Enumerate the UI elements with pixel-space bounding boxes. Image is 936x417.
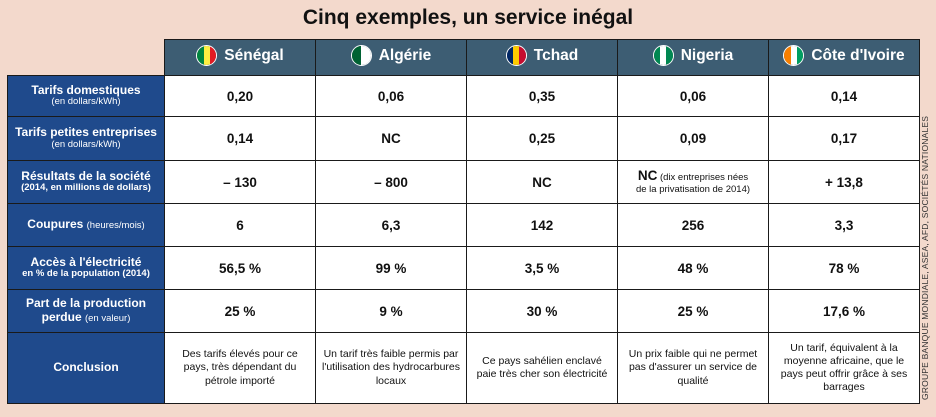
table-cell: – 800 [315, 160, 467, 204]
row-header-company-results: Résultats de la société (2014, en millio… [7, 160, 165, 204]
algeria-flag-icon [350, 45, 372, 66]
table-cell: 78 % [768, 246, 920, 290]
row-header-production-lost: Part de la production perdue (en valeur) [7, 289, 165, 333]
country-name: Tchad [533, 46, 579, 64]
column-header-ivory-coast: Côte d'Ivoire [768, 39, 920, 76]
country-name: Sénégal [224, 46, 284, 64]
country-name: Côte d'Ivoire [811, 46, 905, 64]
table-cell: 0,09 [617, 116, 769, 161]
table-cell: 6,3 [315, 203, 467, 247]
source-credit: GROUPE BANQUE MONDIALE, ASEA, AFD, SOCIÉ… [920, 115, 930, 400]
table-cell: 0,14 [164, 116, 316, 161]
table-cell: 25 % [617, 289, 769, 333]
table-cell: 0,14 [768, 75, 920, 117]
row-header-domestic-tariffs: Tarifs domestiques (en dollars/kWh) [7, 75, 165, 117]
row-sublabel: en % de la population (2014) [22, 268, 150, 280]
table-row: Part de la production perdue (en valeur)… [7, 289, 920, 333]
cell-note: NC (dix entreprises nées [622, 168, 764, 184]
table-cell: 25 % [164, 289, 316, 333]
table-cell: NC [466, 160, 618, 204]
table-row: Coupures (heures/mois) 6 6,3 142 256 3,3 [7, 203, 920, 247]
table-cell: + 13,8 [768, 160, 920, 204]
row-sublabel: (en dollars/kWh) [51, 138, 121, 150]
row-header-business-tariffs: Tarifs petites entreprises (en dollars/k… [7, 116, 165, 161]
table-cell: 30 % [466, 289, 618, 333]
row-label: Résultats de la société [21, 168, 151, 183]
conclusion-cell: Des tarifs élevés pour ce pays, très dép… [164, 332, 316, 404]
conclusion-cell: Un prix faible qui ne permet pas d'assur… [617, 332, 769, 404]
table-cell: 99 % [315, 246, 467, 290]
nigeria-flag-icon [652, 45, 674, 66]
table-cell: 17,6 % [768, 289, 920, 333]
table-cell: 0,17 [768, 116, 920, 161]
ivory-coast-flag-icon [783, 45, 805, 66]
row-label: Tarifs petites entreprises [15, 125, 157, 140]
row-sublabel: (2014, en millions de dollars) [21, 182, 151, 194]
senegal-flag-icon [196, 45, 218, 66]
row-header-electricity-access: Accès à l'électricité en % de la populat… [7, 246, 165, 290]
table-cell: 48 % [617, 246, 769, 290]
row-label: Coupures [27, 217, 84, 232]
table-row: Accès à l'électricité en % de la populat… [7, 246, 920, 290]
chad-flag-icon [505, 45, 527, 66]
row-label: Accès à l'électricité [30, 254, 142, 269]
table-cell: 0,06 [617, 75, 769, 117]
cell-note-line: de la privatisation de 2014) [635, 184, 751, 196]
comparison-table: Sénégal Algérie Tchad Nigeria [7, 39, 920, 404]
table-cell: 142 [466, 203, 618, 247]
country-name: Nigeria [680, 46, 734, 64]
table-cell: 3,3 [768, 203, 920, 247]
table-cell: NC (dix entreprises nées de la privatisa… [617, 160, 769, 204]
table-cell: 56,5 % [164, 246, 316, 290]
row-sublabel: (en valeur) [84, 312, 131, 324]
cell-note-line: (dix entreprises nées [659, 172, 749, 184]
table-row: Tarifs petites entreprises (en dollars/k… [7, 116, 920, 161]
row-label: perdue [41, 309, 82, 324]
country-name: Algérie [378, 46, 432, 64]
table-cell: 0,06 [315, 75, 467, 117]
table-cell: – 130 [164, 160, 316, 204]
row-header-outages: Coupures (heures/mois) [7, 203, 165, 247]
table-cell: 9 % [315, 289, 467, 333]
column-header-nigeria: Nigeria [617, 39, 769, 76]
column-header-chad: Tchad [466, 39, 618, 76]
row-label: Part de la production [25, 296, 146, 311]
header-row: Sénégal Algérie Tchad Nigeria [7, 39, 920, 76]
table-cell: 0,35 [466, 75, 618, 117]
table-cell: 256 [617, 203, 769, 247]
table-row: Tarifs domestiques (en dollars/kWh) 0,20… [7, 75, 920, 117]
conclusion-cell: Un tarif, équivalent à la moyenne africa… [768, 332, 920, 404]
column-header-senegal: Sénégal [164, 39, 316, 76]
conclusion-cell: Un tarif très faible permis par l'utilis… [315, 332, 467, 404]
table-row: Conclusion Des tarifs élevés pour ce pay… [7, 332, 920, 404]
row-label: Tarifs domestiques [31, 82, 141, 97]
page-title: Cinq exemples, un service inégal [302, 6, 634, 29]
row-header-conclusion: Conclusion [7, 332, 165, 404]
conclusion-cell: Ce pays sahélien enclavé paie très cher … [466, 332, 618, 404]
table-cell: 0,25 [466, 116, 618, 161]
table-cell: 6 [164, 203, 316, 247]
table-corner [7, 39, 165, 76]
column-header-algeria: Algérie [315, 39, 467, 76]
row-sublabel: (en dollars/kWh) [51, 96, 121, 108]
cell-value: NC [637, 168, 658, 184]
table-cell: 0,20 [164, 75, 316, 117]
table-cell: 3,5 % [466, 246, 618, 290]
table-cell: NC [315, 116, 467, 161]
table-row: Résultats de la société (2014, en millio… [7, 160, 920, 204]
row-sublabel: (heures/mois) [86, 220, 145, 232]
